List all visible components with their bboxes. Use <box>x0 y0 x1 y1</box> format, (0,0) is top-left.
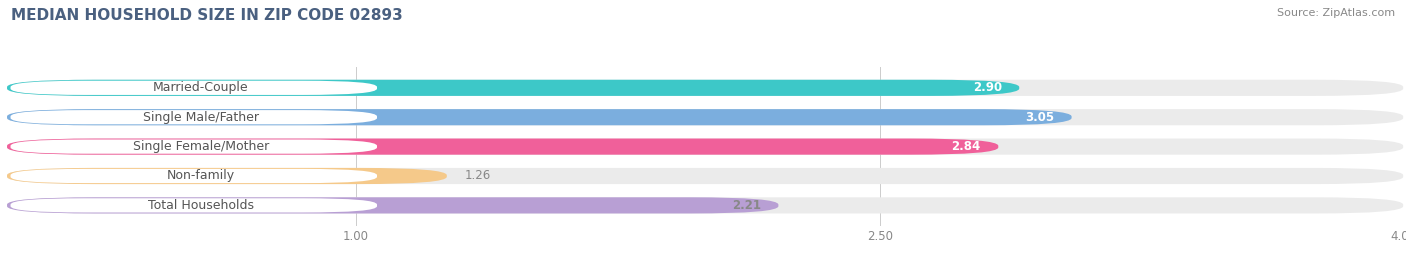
Text: Total Households: Total Households <box>148 199 253 212</box>
FancyBboxPatch shape <box>7 80 1019 96</box>
FancyBboxPatch shape <box>7 168 1403 184</box>
Text: Single Male/Father: Single Male/Father <box>143 111 259 124</box>
Text: Married-Couple: Married-Couple <box>153 81 249 94</box>
Text: Single Female/Mother: Single Female/Mother <box>132 140 269 153</box>
FancyBboxPatch shape <box>7 139 1403 155</box>
FancyBboxPatch shape <box>7 109 1071 125</box>
FancyBboxPatch shape <box>7 109 1403 125</box>
Text: 2.90: 2.90 <box>973 81 1002 94</box>
FancyBboxPatch shape <box>7 139 998 155</box>
Text: Non-family: Non-family <box>167 169 235 182</box>
FancyBboxPatch shape <box>10 110 377 124</box>
Text: MEDIAN HOUSEHOLD SIZE IN ZIP CODE 02893: MEDIAN HOUSEHOLD SIZE IN ZIP CODE 02893 <box>11 8 404 23</box>
Text: 3.05: 3.05 <box>1025 111 1054 124</box>
Text: 1.26: 1.26 <box>464 169 491 182</box>
FancyBboxPatch shape <box>7 197 779 214</box>
Text: 2.21: 2.21 <box>733 199 761 212</box>
FancyBboxPatch shape <box>7 168 447 184</box>
FancyBboxPatch shape <box>7 197 1403 214</box>
FancyBboxPatch shape <box>10 140 377 154</box>
FancyBboxPatch shape <box>10 198 377 213</box>
FancyBboxPatch shape <box>10 169 377 183</box>
Text: 2.84: 2.84 <box>952 140 981 153</box>
FancyBboxPatch shape <box>10 81 377 95</box>
FancyBboxPatch shape <box>7 80 1403 96</box>
Text: Source: ZipAtlas.com: Source: ZipAtlas.com <box>1277 8 1395 18</box>
